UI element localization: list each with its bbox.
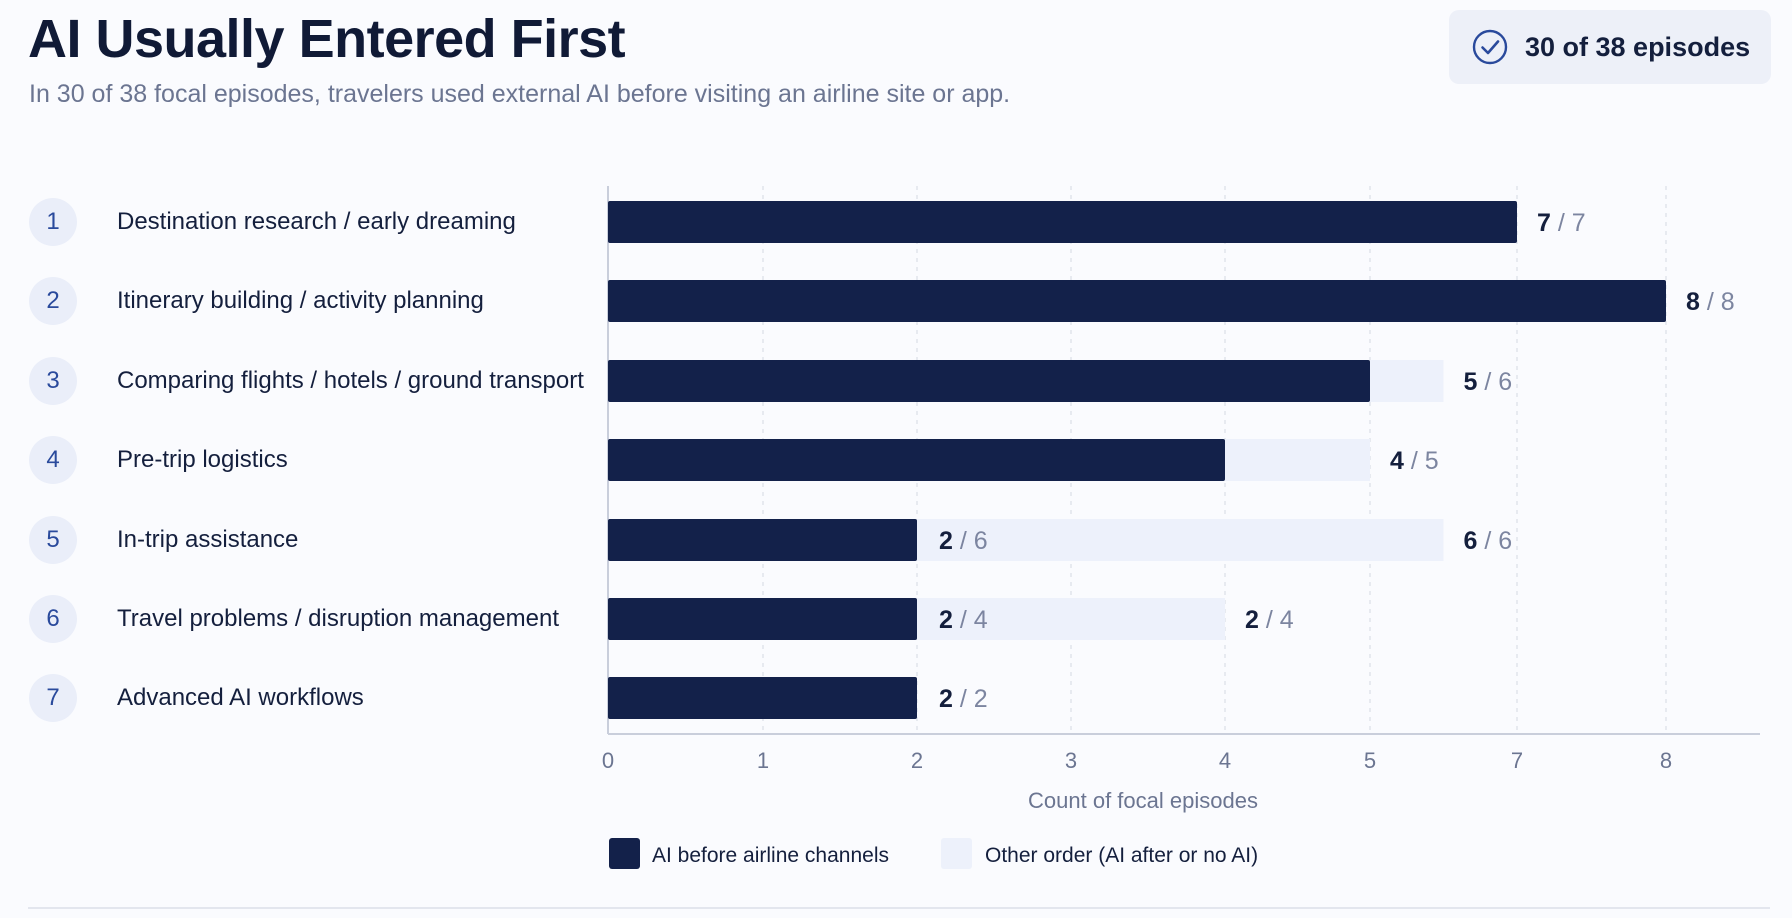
x-tick-label: 1 [757,748,769,773]
category-label: Pre-trip logistics [117,446,288,473]
inner-data-label: 2 / 4 [939,606,988,634]
category-number: 5 [29,516,77,564]
x-tick-label: 7 [1511,748,1523,773]
bar-ai-before [608,201,1517,243]
category-label: Travel problems / disruption management [117,605,559,632]
category-number: 1 [29,198,77,246]
legend-swatch-other-order [941,838,972,869]
bar-other-order [917,598,1225,640]
footer-divider [28,907,1770,909]
category-label: In-trip assistance [117,526,299,553]
bar-other-order [1225,439,1370,481]
x-tick-label: 8 [1660,748,1672,773]
bar-ai-before [608,360,1370,402]
category-number: 4 [29,436,77,484]
end-data-label: 5 / 6 [1464,368,1513,396]
legend-label-other-order: Other order (AI after or no AI) [985,844,1258,867]
x-tick-label: 3 [1065,748,1077,773]
end-data-label: 8 / 8 [1686,288,1735,316]
bar-ai-before [608,677,917,719]
summary-badge-label: 30 of 38 episodes [1525,31,1751,62]
bar-ai-before [608,280,1666,322]
bar-ai-before [608,598,917,640]
bar-ai-before [608,519,917,561]
end-data-label: 6 / 6 [1464,527,1513,555]
category-label: Destination research / early dreaming [117,208,516,235]
category-number: 7 [29,674,77,722]
x-tick-label: 2 [911,748,923,773]
bar-other-order [917,519,1444,561]
category-label: Itinerary building / activity planning [117,287,484,314]
summary-badge: 30 of 38 episodes [1449,10,1771,84]
legend-swatch-ai-before [609,838,640,869]
category-label: Advanced AI workflows [117,684,364,711]
category-number: 6 [29,595,77,643]
end-data-label: 4 / 5 [1390,447,1439,475]
x-tick-label: 5 [1364,748,1376,773]
end-data-label: 2 / 4 [1245,606,1294,634]
x-axis-title: Count of focal episodes [1028,788,1258,813]
end-data-label: 7 / 7 [1537,209,1586,237]
bar-other-order [1370,360,1444,402]
check-circle-icon [1472,29,1508,65]
page-title: AI Usually Entered First [28,9,626,69]
page-subtitle: In 30 of 38 focal episodes, travelers us… [29,80,1011,108]
legend-label-ai-before: AI before airline channels [652,844,889,867]
category-label: Comparing flights / hotels / ground tran… [117,367,584,394]
bar-ai-before [608,439,1225,481]
inner-data-label: 2 / 2 [939,685,988,713]
x-tick-label: 4 [1219,748,1231,773]
inner-data-label: 2 / 6 [939,527,988,555]
category-number: 3 [29,357,77,405]
category-number: 2 [29,277,77,325]
x-tick-label: 0 [602,748,614,773]
